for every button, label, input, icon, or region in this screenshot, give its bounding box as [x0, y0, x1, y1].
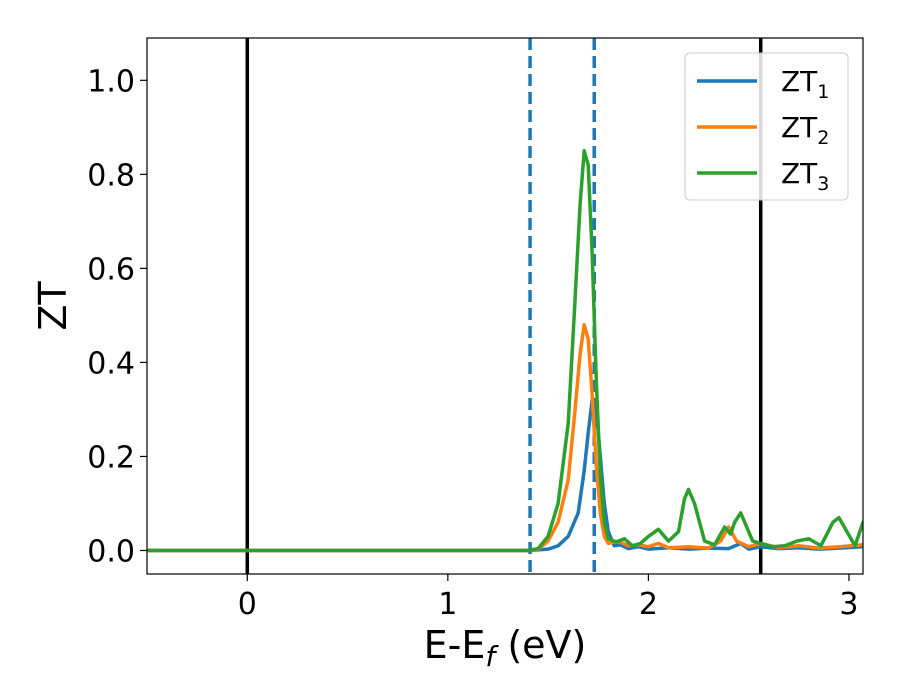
legend-label-subscript: 3 — [817, 173, 829, 195]
legend-label-3: ZT3 — [781, 157, 829, 195]
series-line-2 — [147, 323, 863, 553]
legend-label-1: ZT1 — [781, 65, 829, 103]
y-tick-label: 0.6 — [87, 252, 135, 287]
x-tick-label: 3 — [839, 587, 858, 622]
legend-label-2: ZT2 — [781, 111, 829, 149]
y-tick-label: 1.0 — [87, 64, 135, 99]
x-tick-label: 2 — [639, 587, 658, 622]
series-lines — [147, 149, 863, 553]
x-axis-label: E-Ef (eV) — [424, 623, 587, 673]
legend-label-main: ZT — [781, 65, 818, 98]
x-tick-label: 0 — [238, 587, 257, 622]
y-tick-label: 0.2 — [87, 440, 135, 475]
plot-area-frame — [146, 37, 864, 575]
legend-box — [684, 52, 849, 201]
legend-label-subscript: 2 — [817, 127, 829, 149]
y-tick-label: 0.4 — [87, 346, 135, 381]
y-tick-label: 0.8 — [87, 158, 135, 193]
x-axis-ticks: 0 1 2 3 — [238, 574, 859, 622]
y-axis-label: ZT — [31, 281, 75, 331]
legend-label-main: ZT — [781, 111, 818, 144]
legend-label-main: ZT — [781, 157, 818, 190]
series-line-3 — [147, 149, 863, 553]
y-tick-label: 0.0 — [87, 534, 135, 569]
x-axis-label-unit: (eV) — [495, 623, 586, 667]
x-tick-label: 1 — [438, 587, 457, 622]
series-line-1 — [147, 398, 863, 553]
y-axis-ticks: 0.0 0.2 0.4 0.6 0.8 1.0 — [87, 64, 147, 569]
x-axis-label-main: E-E — [424, 623, 486, 667]
legend-label-subscript: 1 — [817, 81, 829, 103]
